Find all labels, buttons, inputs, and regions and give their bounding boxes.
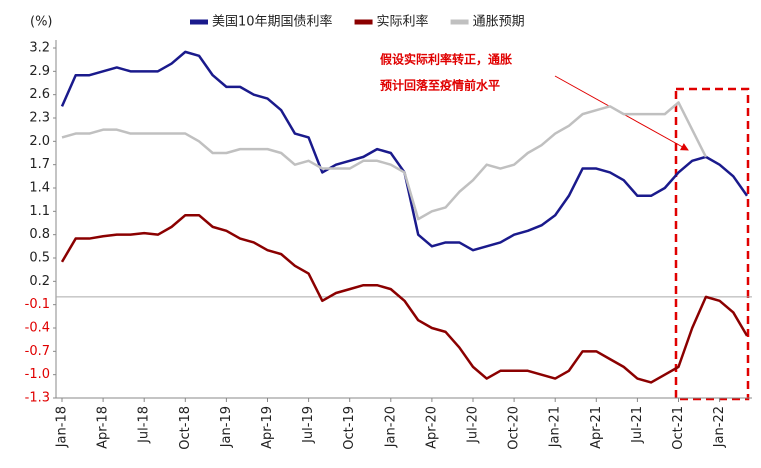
x-tick-label: Apr-18	[96, 406, 111, 449]
x-tick-label: Oct-21	[671, 406, 686, 450]
legend-label: 通胀预期	[473, 15, 525, 30]
y-tick-label: -1.0	[25, 367, 50, 382]
y-tick-label: -1.3	[25, 391, 50, 406]
legend-label: 美国10年期国债利率	[212, 14, 333, 30]
y-tick-label: 2.0	[29, 134, 50, 149]
x-tick-label: Jan-19	[219, 406, 234, 448]
y-tick-label: -0.1	[25, 297, 50, 312]
x-tick-label: Oct-18	[178, 406, 193, 450]
y-tick-label: 1.7	[29, 157, 50, 172]
x-tick-label: Jul-19	[301, 406, 316, 444]
x-tick-label: Jan-18	[55, 406, 70, 448]
x-tick-label: Jul-20	[466, 406, 481, 444]
annotation: 假设实际利率转正，通胀	[380, 52, 512, 67]
y-tick-label: 2.6	[29, 87, 50, 102]
x-tick-label: Jan-21	[548, 406, 563, 448]
y-tick-label: 2.3	[29, 111, 50, 126]
projection-box	[674, 87, 750, 401]
series-line	[60, 213, 749, 384]
y-tick-label: 3.2	[29, 41, 50, 56]
series-line	[61, 101, 708, 221]
legend-label: 实际利率	[377, 14, 429, 30]
y-tick-label: 0.8	[29, 227, 50, 242]
y-tick-label: -0.7	[25, 344, 50, 359]
x-tick-label: Apr-19	[260, 406, 275, 449]
y-tick-label: 0.5	[29, 251, 50, 266]
x-tick-label: Apr-21	[589, 406, 604, 449]
x-tick-label: Oct-20	[507, 406, 522, 450]
y-tick-label: -0.4	[25, 321, 50, 336]
x-tick-label: Jul-18	[137, 406, 152, 444]
x-tick-label: Jan-20	[383, 406, 398, 448]
y-tick-label: 0.2	[29, 274, 50, 289]
x-tick-label: Jul-21	[630, 406, 645, 444]
x-tick-label: Oct-19	[342, 406, 357, 450]
x-tick-label: Apr-20	[424, 406, 439, 449]
x-tick-label: Jan-22	[712, 406, 727, 448]
y-tick-label: 1.4	[29, 181, 50, 196]
annotation: 预计回落至疫情前水平	[380, 78, 500, 93]
y-tick-label: 2.9	[29, 64, 50, 79]
y-tick-label: 1.1	[29, 204, 50, 219]
y-unit: (%)	[30, 15, 53, 30]
